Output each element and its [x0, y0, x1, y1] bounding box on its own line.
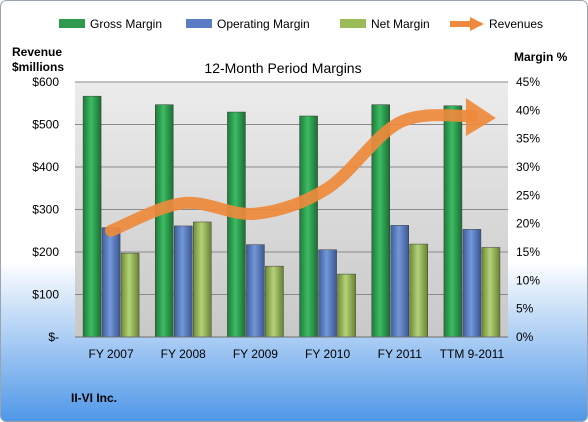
legend-label-gross-margin: Gross Margin	[90, 17, 162, 31]
legend-label-operating-margin: Operating Margin	[217, 17, 310, 31]
bar-net-margin-fy-2007	[120, 252, 140, 338]
bar-gross-margin-fy-2010	[299, 115, 318, 338]
x-tick-label: FY 2009	[233, 347, 278, 361]
legend: Gross Margin Operating Margin Net Margin…	[59, 17, 543, 31]
left-tick-label: $300	[32, 203, 59, 217]
right-tick-label: 10%	[516, 273, 540, 287]
bar-operating-margin-fy-2011	[390, 225, 409, 338]
bar-operating-margin-fy-2008	[174, 225, 193, 338]
x-tick-label: FY 2011	[378, 347, 423, 361]
right-tick-label: 20%	[516, 217, 540, 231]
legend-arrow-revenues	[470, 17, 484, 31]
legend-swatch-net-margin	[340, 19, 366, 28]
bar-operating-margin-fy-2010	[318, 249, 337, 338]
right-tick-label: 40%	[516, 103, 540, 117]
left-axis-title-line2: $millions	[12, 60, 64, 74]
left-tick-label: $500	[32, 118, 59, 132]
bar-gross-margin-fy-2008	[155, 104, 174, 338]
x-tick-label: TTM 9-2011	[440, 347, 505, 361]
left-tick-label: $200	[32, 245, 59, 259]
x-tick-label: FY 2007	[89, 347, 134, 361]
chart-title: 12-Month Period Margins	[204, 60, 361, 76]
left-tick-label: $100	[32, 288, 59, 302]
right-axis-title: Margin %	[514, 50, 568, 64]
company-label: II-VI Inc.	[71, 391, 117, 405]
axes: $- $100 $200 $300 $400 $500 $600 0% 5% 10% 15% 20% 2…	[32, 75, 540, 361]
legend-label-revenues: Revenues	[489, 17, 543, 31]
bar-gross-margin-fy-2009	[227, 111, 246, 338]
right-tick-label: 45%	[516, 75, 540, 89]
bar-net-margin-fy-2010	[337, 273, 356, 338]
right-tick-label: 5%	[516, 302, 534, 316]
bar-net-margin-ttm-9-2011	[481, 247, 501, 338]
revenues-line-arrowhead	[465, 98, 496, 136]
legend-swatch-operating-margin	[186, 19, 212, 28]
left-tick-label: $400	[32, 160, 59, 174]
right-tick-label: 35%	[516, 132, 540, 146]
right-tick-label: 15%	[516, 245, 540, 259]
bar-operating-margin-ttm-9-2011	[462, 229, 482, 338]
bar-gross-margin-fy-2007	[82, 95, 102, 338]
x-tick-label: FY 2010	[305, 347, 350, 361]
x-tick-label: FY 2008	[161, 347, 206, 361]
bar-net-margin-fy-2009	[265, 265, 284, 338]
bar-gross-margin-ttm-9-2011	[443, 105, 463, 338]
bar-net-margin-fy-2008	[193, 221, 212, 338]
right-tick-label: 25%	[516, 188, 540, 202]
legend-swatch-gross-margin	[59, 19, 85, 28]
bar-operating-margin-fy-2007	[101, 227, 121, 338]
legend-label-net-margin: Net Margin	[371, 17, 430, 31]
bar-operating-margin-fy-2009	[246, 244, 265, 338]
right-tick-label: 30%	[516, 160, 540, 174]
left-tick-label: $600	[32, 75, 59, 89]
revenues-line-path	[105, 109, 478, 237]
left-axis-title-line1: Revenue	[12, 45, 62, 59]
right-tick-label: 0%	[516, 330, 534, 344]
revenue-line	[105, 98, 496, 237]
left-tick-label: $-	[48, 330, 59, 344]
bar-net-margin-fy-2011	[409, 243, 428, 338]
